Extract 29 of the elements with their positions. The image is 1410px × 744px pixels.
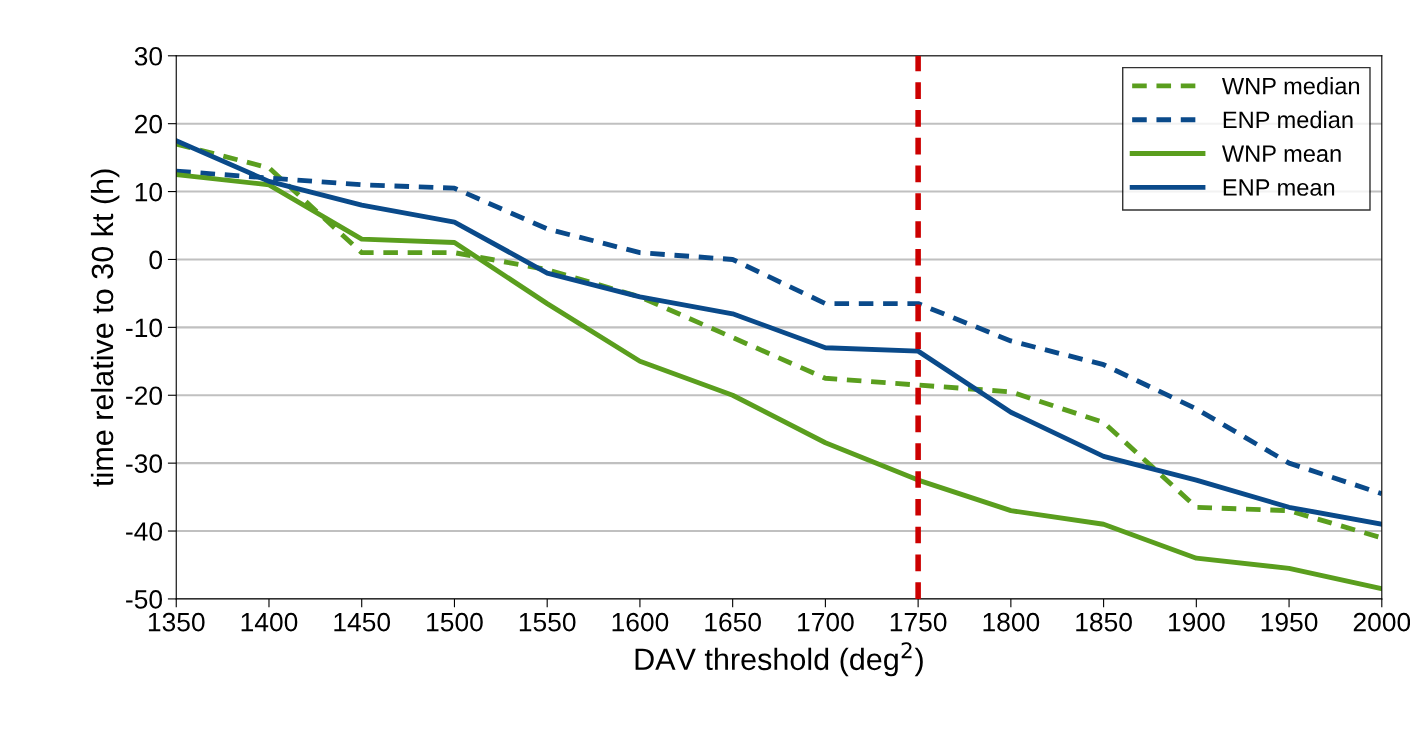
y-tick-label: 10 — [135, 182, 163, 202]
legend-label: WNP mean — [1221, 145, 1341, 163]
y-tick-label: 0 — [149, 250, 163, 270]
x-tick-label: 1850 — [1076, 612, 1132, 632]
x-tick-label: 1350 — [148, 612, 205, 632]
y-tick-label: -20 — [126, 386, 163, 406]
x-tick-label: 1650 — [705, 612, 761, 632]
legend-label: ENP median — [1223, 110, 1353, 129]
y-axis-title: time relative to 30 kt (h) — [90, 169, 120, 487]
x-tick-label: 1800 — [983, 612, 1040, 632]
legend-label: ENP mean — [1223, 179, 1335, 196]
y-tick-label: -30 — [126, 454, 163, 473]
x-tick-label: 1400 — [241, 612, 298, 632]
x-tick-label: 1700 — [798, 612, 854, 632]
x-axis-title: DAV threshold (deg$^{2}$) — [635, 642, 923, 677]
x-tick-label: 1450 — [334, 612, 391, 632]
y-tick-label: -50 — [126, 590, 163, 609]
y-tick-label: -40 — [126, 522, 163, 541]
x-tick-label: 1950 — [1261, 612, 1318, 632]
y-tick-label: 30 — [134, 46, 163, 66]
x-tick-label: 1750 — [890, 612, 947, 632]
x-tick-label: 1900 — [1168, 612, 1225, 632]
y-tick-label: -10 — [126, 318, 163, 338]
y-tick-label: 20 — [135, 114, 163, 134]
x-tick-label: 1600 — [612, 612, 669, 632]
x-tick-label: 2000 — [1353, 612, 1410, 632]
x-tick-label: 1550 — [519, 612, 576, 632]
x-tick-label: 1500 — [427, 612, 483, 632]
legend-label: WNP median — [1221, 77, 1360, 95]
